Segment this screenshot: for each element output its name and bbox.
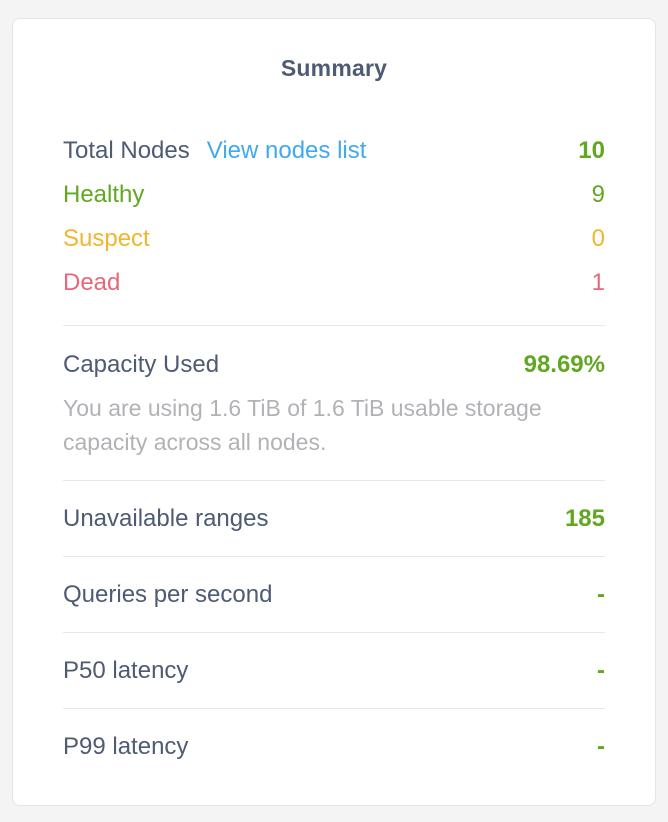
suspect-nodes-value: 0 [591,225,605,252]
total-nodes-label: Total Nodes [63,137,190,164]
capacity-description: You are using 1.6 TiB of 1.6 TiB usable … [63,395,542,455]
divider [63,325,605,326]
healthy-nodes-label: Healthy [63,181,145,208]
divider [63,632,605,633]
p50-latency-value: - [597,657,605,684]
view-nodes-list-link[interactable]: View nodes list [206,137,367,164]
summary-panel: Summary Total Nodes View nodes list 10 H… [12,18,656,806]
capacity-used-value: 98.69% [523,351,605,378]
dead-nodes-value: 1 [591,269,605,296]
dead-nodes-label: Dead [63,269,121,296]
suspect-nodes-row: Suspect 0 [63,217,605,261]
panel-title: Summary [280,55,388,81]
capacity-used-label: Capacity Used [63,351,220,378]
p50-latency-label: P50 latency [63,657,189,684]
total-nodes-row: Total Nodes View nodes list 10 [63,129,605,173]
unavailable-ranges-label: Unavailable ranges [63,505,269,532]
capacity-used-row: Capacity Used 98.69% [63,343,605,387]
queries-per-second-label: Queries per second [63,581,273,608]
nodes-section: Total Nodes View nodes list 10 Healthy 9… [63,129,605,305]
divider [63,556,605,557]
queries-per-second-row: Queries per second - [63,557,605,632]
p99-latency-row: P99 latency - [63,709,605,784]
suspect-nodes-label: Suspect [63,225,150,252]
healthy-nodes-value: 9 [591,181,605,208]
healthy-nodes-row: Healthy 9 [63,173,605,217]
p99-latency-value: - [597,733,605,760]
divider [63,708,605,709]
p50-latency-row: P50 latency - [63,633,605,708]
divider [63,480,605,481]
total-nodes-value: 10 [578,137,605,164]
unavailable-ranges-row: Unavailable ranges 185 [63,481,605,556]
unavailable-ranges-value: 185 [564,505,605,532]
p99-latency-label: P99 latency [63,733,189,760]
queries-per-second-value: - [597,581,605,608]
dead-nodes-row: Dead 1 [63,261,605,305]
capacity-section: Capacity Used 98.69% You are using 1.6 T… [63,326,605,480]
